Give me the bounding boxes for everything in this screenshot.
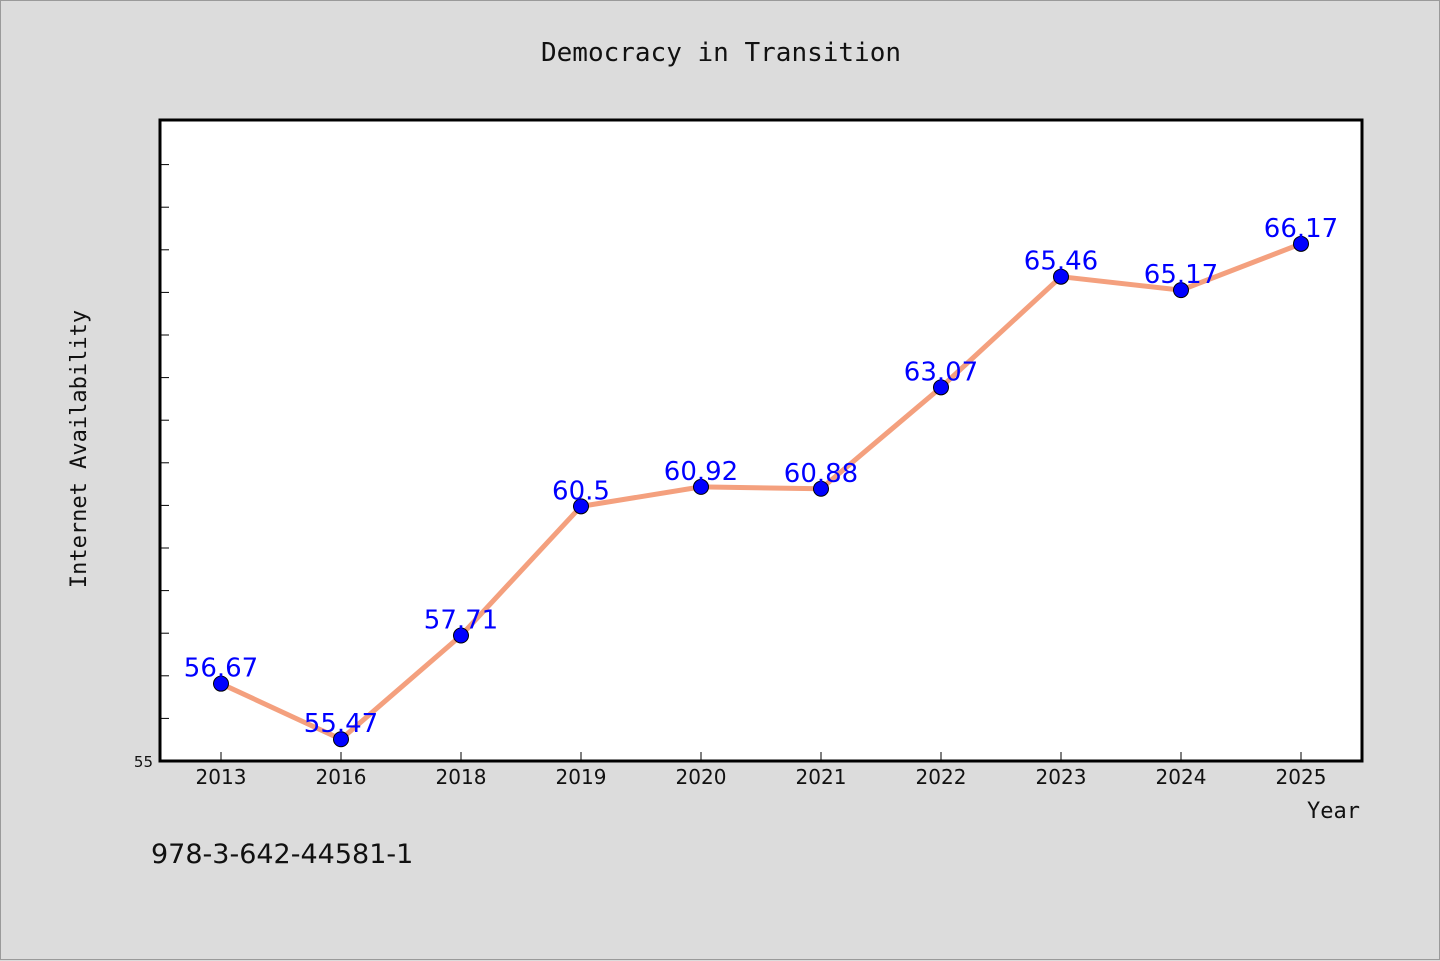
chart-title: Democracy in Transition xyxy=(541,38,901,68)
data-point xyxy=(333,731,349,748)
isbn-text: 978-3-642-44581-1 xyxy=(151,839,413,870)
y-axis-label: Internet Availability xyxy=(67,310,92,588)
data-label: 66.17 xyxy=(1264,214,1338,244)
plot-area xyxy=(158,118,1364,763)
data-point xyxy=(453,627,469,644)
data-point xyxy=(573,498,589,515)
data-labels: 56.67 55.47 57.71 60.5 60.92 60.88 63.07 65.46 6… xyxy=(184,214,1338,739)
series-line-path xyxy=(218,241,1304,742)
data-point xyxy=(1293,235,1309,252)
data-point xyxy=(693,478,709,495)
data-label: 60.5 xyxy=(552,476,610,506)
data-label: 57.71 xyxy=(424,606,498,636)
x-tick-label: 2013 xyxy=(196,765,247,789)
x-tick-label: 2021 xyxy=(796,765,847,789)
data-point xyxy=(1173,282,1189,299)
x-tick-labels: 2013 2016 2018 2019 2020 2021 2022 2023 2024 2025 xyxy=(196,765,1327,789)
data-markers xyxy=(213,235,1309,748)
data-label: 65.17 xyxy=(1144,260,1218,290)
x-tick-label: 2024 xyxy=(1156,765,1207,789)
data-point xyxy=(933,379,949,396)
x-tick-label: 2022 xyxy=(916,765,967,789)
y-tick-label: 55 xyxy=(134,753,153,771)
y-axis-ticks xyxy=(160,164,169,719)
data-point xyxy=(813,480,829,497)
series-line xyxy=(218,241,1304,742)
data-point xyxy=(213,675,229,692)
data-label: 55.47 xyxy=(304,709,378,739)
data-label: 65.46 xyxy=(1024,247,1098,277)
data-label: 60.88 xyxy=(784,459,858,489)
data-point xyxy=(1053,268,1069,285)
x-tick-label: 2023 xyxy=(1036,765,1087,789)
x-tick-label: 2016 xyxy=(316,765,367,789)
data-label: 60.92 xyxy=(664,457,738,487)
data-label: 63.07 xyxy=(904,357,978,387)
x-tick-label: 2018 xyxy=(436,765,487,789)
x-axis-label: Year xyxy=(1307,799,1360,824)
x-tick-label: 2025 xyxy=(1276,765,1327,789)
x-tick-label: 2020 xyxy=(676,765,727,789)
x-tick-label: 2019 xyxy=(556,765,607,789)
x-axis-ticks xyxy=(220,752,1302,761)
data-label: 56.67 xyxy=(184,654,258,684)
